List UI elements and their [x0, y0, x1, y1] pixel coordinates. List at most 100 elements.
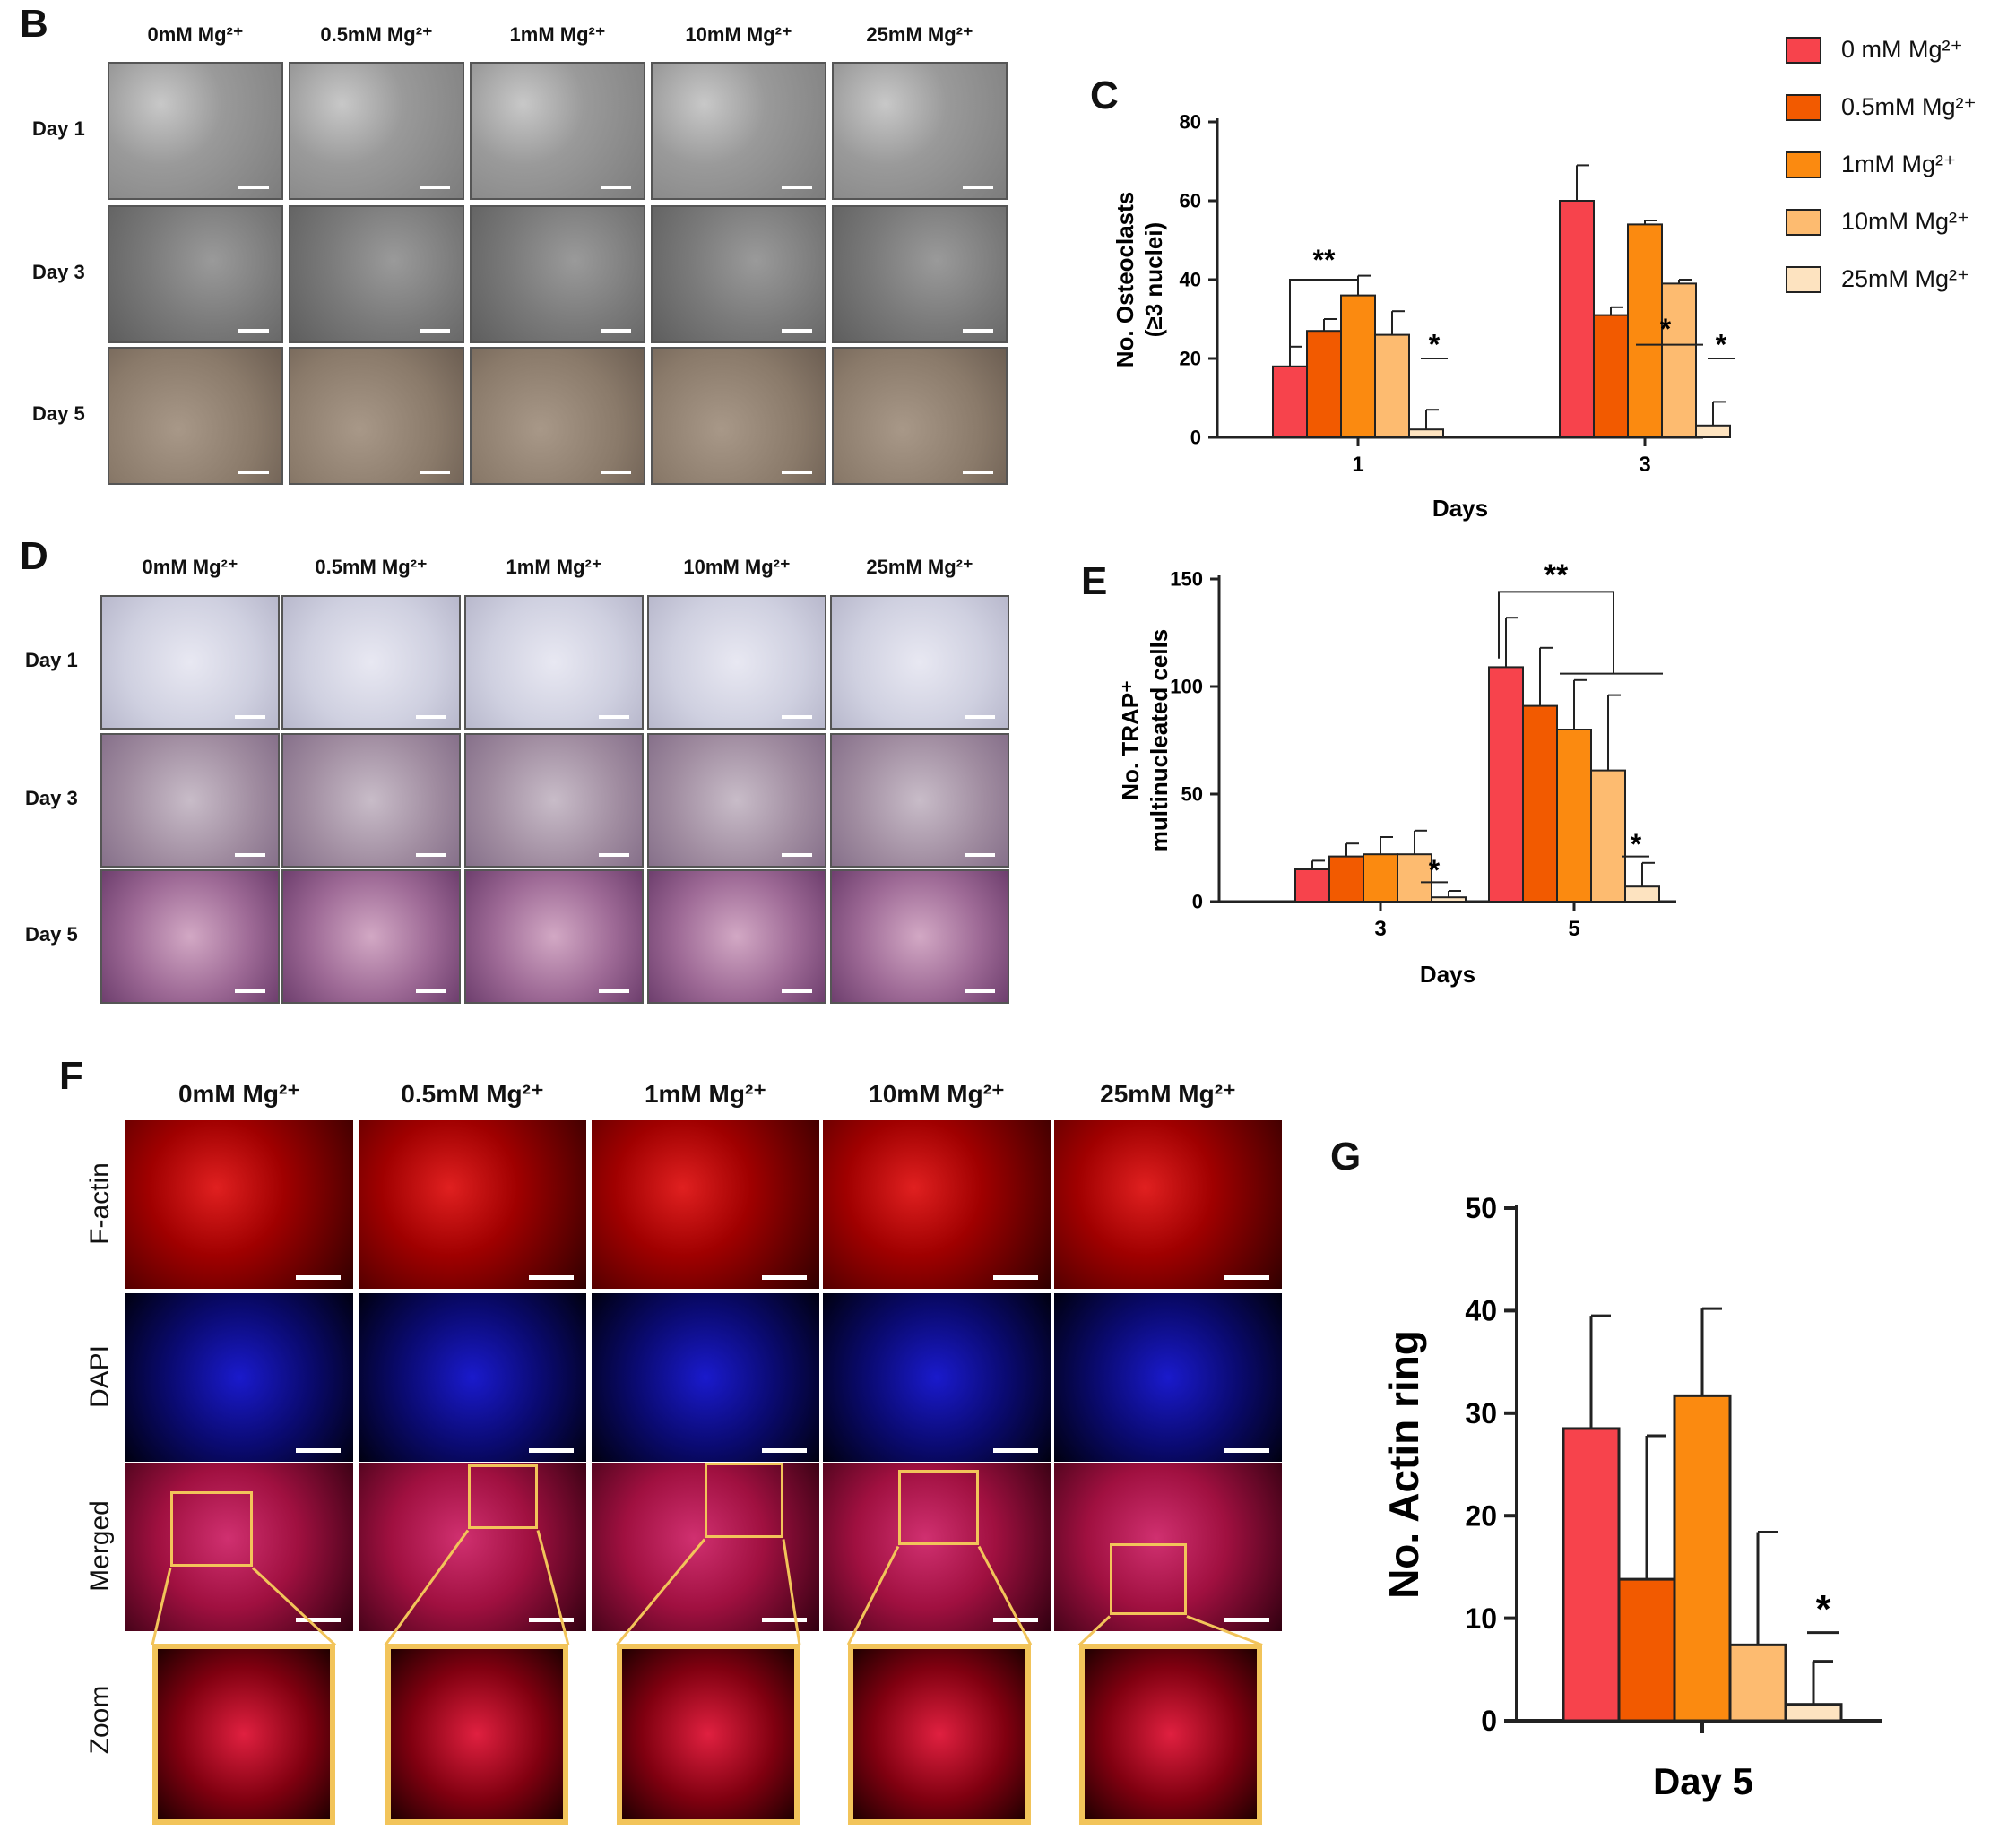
- y-tick-label: 20: [1180, 348, 1201, 370]
- bar: [1624, 885, 1660, 903]
- b-micrograph: [289, 205, 464, 343]
- f-row-label-3: Zoom: [85, 1685, 115, 1755]
- d-micrograph: [100, 869, 280, 1004]
- panel-letter-c: C: [1090, 73, 1119, 117]
- panel-letter-g: G: [1330, 1135, 1362, 1179]
- d-micrograph: [464, 595, 644, 730]
- bar: [1562, 1427, 1621, 1723]
- f-col-head-2: 1mM Mg²⁺: [644, 1080, 767, 1108]
- legend-item: 25mM Mg²⁺: [1786, 265, 1969, 293]
- b-micrograph: [108, 347, 283, 485]
- x-tick-label: 5: [1568, 917, 1579, 941]
- d-micrograph: [100, 733, 280, 868]
- scale-bar: [601, 471, 631, 474]
- scale-bar: [782, 853, 812, 857]
- legend-label: 0 mM Mg²⁺: [1841, 36, 1963, 63]
- legend-swatch: [1786, 265, 1821, 293]
- scale-bar: [1224, 1448, 1269, 1453]
- significance-bracket: [1498, 591, 1614, 674]
- scale-bar: [599, 715, 629, 719]
- x-tick-label: 3: [1639, 453, 1650, 477]
- scale-bar: [416, 715, 446, 719]
- x-tick-label: 3: [1374, 917, 1386, 941]
- bar: [1784, 1703, 1843, 1723]
- scale-bar: [782, 715, 812, 719]
- y-tick-label: 0: [1190, 427, 1201, 449]
- scale-bar: [601, 186, 631, 189]
- zoom-selection-box: [468, 1464, 538, 1529]
- significance-marker: *: [1815, 1587, 1831, 1631]
- legend-swatch: [1786, 36, 1821, 64]
- bar: [1272, 365, 1308, 438]
- legend-item: 0.5mM Mg²⁺: [1786, 93, 1977, 121]
- scale-bar: [1224, 1275, 1269, 1280]
- scale-bar: [599, 853, 629, 857]
- significance-bracket: [1289, 279, 1359, 363]
- scale-bar: [782, 186, 812, 189]
- scale-bar: [993, 1275, 1038, 1280]
- legend-swatch: [1786, 93, 1821, 121]
- d-micrograph: [647, 595, 826, 730]
- scale-bar: [235, 989, 265, 993]
- bar: [1593, 314, 1629, 438]
- b-micrograph: [651, 347, 826, 485]
- d-micrograph: [464, 733, 644, 868]
- b-micrograph: [651, 205, 826, 343]
- f-row-label-0: F-actin: [85, 1162, 115, 1245]
- y-tick-label: 0: [1192, 891, 1203, 913]
- bar: [1590, 769, 1626, 903]
- scale-bar: [235, 853, 265, 857]
- f-micrograph: [1054, 1463, 1282, 1631]
- bar: [1294, 868, 1330, 903]
- b-micrograph: [289, 62, 464, 200]
- scale-bar: [529, 1275, 574, 1280]
- chart-c-osteoclasts: 020406080135DaysNo. Osteoclasts(≥3 nucle…: [1112, 111, 1735, 522]
- b-micrograph: [470, 347, 645, 485]
- legend-item: 1mM Mg²⁺: [1786, 151, 1956, 178]
- legend-label: 25mM Mg²⁺: [1841, 265, 1970, 292]
- d-col-head-2: 1mM Mg²⁺: [506, 556, 602, 578]
- legend-label: 0.5mM Mg²⁺: [1841, 93, 1977, 120]
- scale-bar: [965, 853, 995, 857]
- scale-bar: [965, 989, 995, 993]
- b-micrograph: [832, 205, 1008, 343]
- b-micrograph: [108, 205, 283, 343]
- bar: [1522, 704, 1558, 903]
- y-tick-label: 80: [1180, 111, 1201, 134]
- panel-letter-f: F: [59, 1054, 83, 1098]
- scale-bar: [963, 471, 993, 474]
- y-tick-label: 10: [1465, 1602, 1497, 1635]
- scale-bar: [762, 1618, 807, 1622]
- y-axis-label: No. TRAP⁺: [1117, 680, 1144, 800]
- f-micrograph: [823, 1120, 1051, 1289]
- bar: [1695, 424, 1731, 438]
- scale-bar: [420, 186, 450, 189]
- b-col-head-0: 0mM Mg²⁺: [147, 23, 244, 46]
- d-col-head-0: 0mM Mg²⁺: [142, 556, 238, 578]
- scale-bar: [238, 186, 269, 189]
- d-micrograph: [647, 733, 826, 868]
- significance-marker: **: [1313, 244, 1336, 276]
- y-tick-label: 40: [1180, 269, 1201, 291]
- zoom-panel: [1079, 1644, 1262, 1825]
- f-micrograph: [823, 1293, 1051, 1462]
- panel-letter-d: D: [20, 534, 48, 578]
- d-micrograph: [830, 595, 1009, 730]
- legend-swatch: [1786, 151, 1821, 178]
- scale-bar: [782, 471, 812, 474]
- f-micrograph: [359, 1463, 586, 1631]
- f-micrograph: [359, 1120, 586, 1289]
- scale-bar: [416, 989, 446, 993]
- d-micrograph: [830, 733, 1009, 868]
- y-tick-label: 0: [1481, 1705, 1497, 1737]
- d-col-head-3: 10mM Mg²⁺: [683, 556, 791, 578]
- f-micrograph: [592, 1120, 819, 1289]
- b-micrograph: [832, 62, 1008, 200]
- bar: [1306, 330, 1342, 439]
- y-tick-label: 150: [1170, 568, 1203, 591]
- y-tick-label: 20: [1465, 1499, 1497, 1532]
- y-tick-label: 50: [1465, 1192, 1497, 1224]
- d-micrograph: [830, 869, 1009, 1004]
- d-row-head-1: Day 3: [25, 787, 78, 809]
- zoom-selection-box: [705, 1463, 783, 1538]
